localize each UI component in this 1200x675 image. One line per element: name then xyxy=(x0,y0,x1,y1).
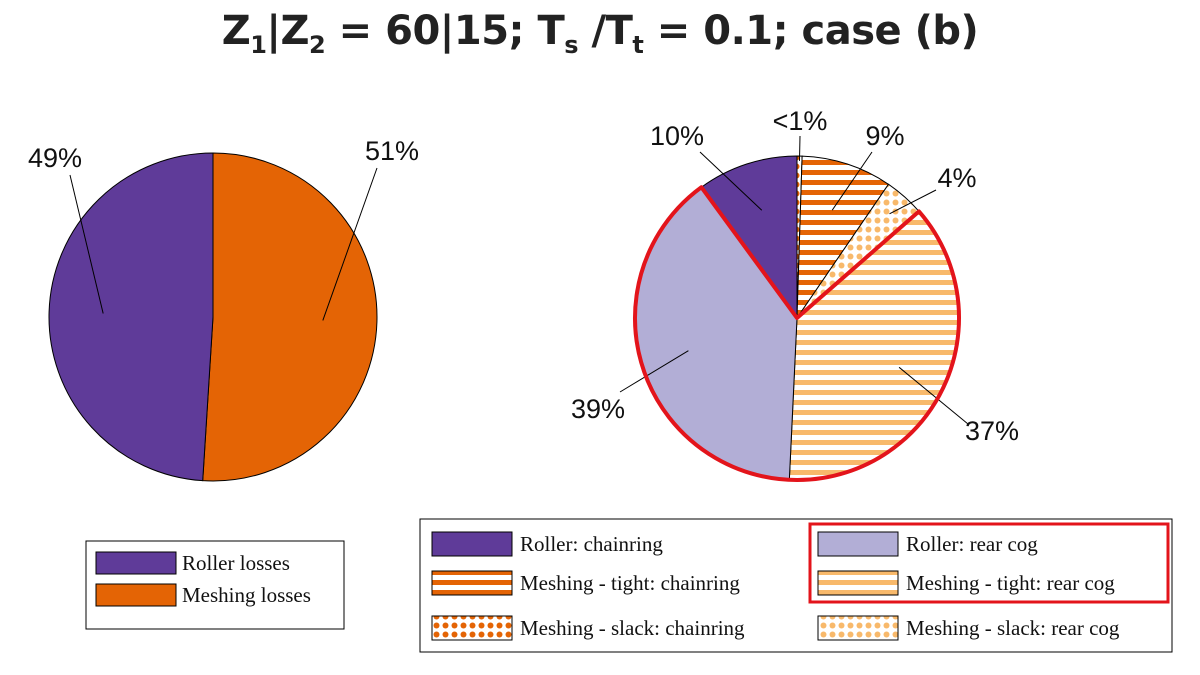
highlight-outline xyxy=(633,185,961,482)
legend-label-meshing-slack-rear-cog: Meshing - slack: rear cog xyxy=(906,616,1120,640)
pie-right: <1% 9% 4% 37% 39% 10% xyxy=(571,106,1019,482)
pie-left: 51% 49% xyxy=(28,136,419,482)
legend-label-meshing-losses: Meshing losses xyxy=(182,583,311,607)
data-label-meshing-losses: 51% xyxy=(365,136,419,166)
leader-meshing-slack-rear-cog xyxy=(889,189,937,215)
legend-swatch-roller-chainring xyxy=(431,531,513,557)
leader-roller-rear-cog xyxy=(619,350,689,393)
slice-roller-chainring xyxy=(700,155,798,320)
legend-right-frame xyxy=(419,518,1173,653)
leader-meshing-tight-rear-cog xyxy=(898,366,969,425)
legend-label-meshing-tight-chainring: Meshing - tight: chainring xyxy=(520,571,740,595)
legend-label-roller-rear-cog: Roller: rear cog xyxy=(906,532,1038,556)
leader-roller-chainring xyxy=(699,151,763,211)
legend-label-meshing-slack-chainring: Meshing - slack: chainring xyxy=(520,616,745,640)
data-label-meshing-tight-chainring: 9% xyxy=(865,121,904,151)
data-label-roller-losses: 49% xyxy=(28,143,82,173)
legend-highlight-box xyxy=(808,522,1170,604)
leader-roller-losses xyxy=(69,174,104,314)
chart-title: Z1|Z2 = 60|15; Ts /Tt = 0.1; case (b) xyxy=(221,8,979,59)
leader-meshing-slack-chainring xyxy=(798,135,801,161)
legend-swatch-meshing-tight-chainring xyxy=(431,570,513,596)
leader-meshing-losses xyxy=(322,167,378,321)
data-label-meshing-slack-chainring: <1% xyxy=(773,106,828,136)
legend-label-meshing-tight-rear-cog: Meshing - tight: rear cog xyxy=(906,571,1115,595)
slice-meshing-losses xyxy=(202,152,378,482)
data-label-roller-chainring: 10% xyxy=(650,121,704,151)
legend-swatch-meshing-slack-rear-cog xyxy=(817,615,899,641)
legend-left: Roller losses Meshing losses xyxy=(85,540,345,630)
legend-swatch-meshing-losses xyxy=(95,583,177,607)
legend-swatch-roller-rear-cog xyxy=(817,531,899,557)
legend-swatch-roller-losses xyxy=(95,551,177,575)
slice-roller-losses xyxy=(48,152,214,482)
data-label-meshing-slack-rear-cog: 4% xyxy=(937,163,976,193)
slice-meshing-tight-chainring xyxy=(796,155,890,320)
legend-label-roller-chainring: Roller: chainring xyxy=(520,532,663,556)
data-label-roller-rear-cog: 39% xyxy=(571,394,625,424)
leader-meshing-tight-chainring xyxy=(831,151,873,211)
legend-swatch-meshing-tight-rear-cog xyxy=(817,570,899,596)
data-label-meshing-tight-rear-cog: 37% xyxy=(965,416,1019,446)
legend-swatch-meshing-slack-chainring xyxy=(431,615,513,641)
legend-label-roller-losses: Roller losses xyxy=(182,551,290,575)
legend-right: Roller: chainring Roller: rear cog Meshing… xyxy=(419,518,1173,653)
